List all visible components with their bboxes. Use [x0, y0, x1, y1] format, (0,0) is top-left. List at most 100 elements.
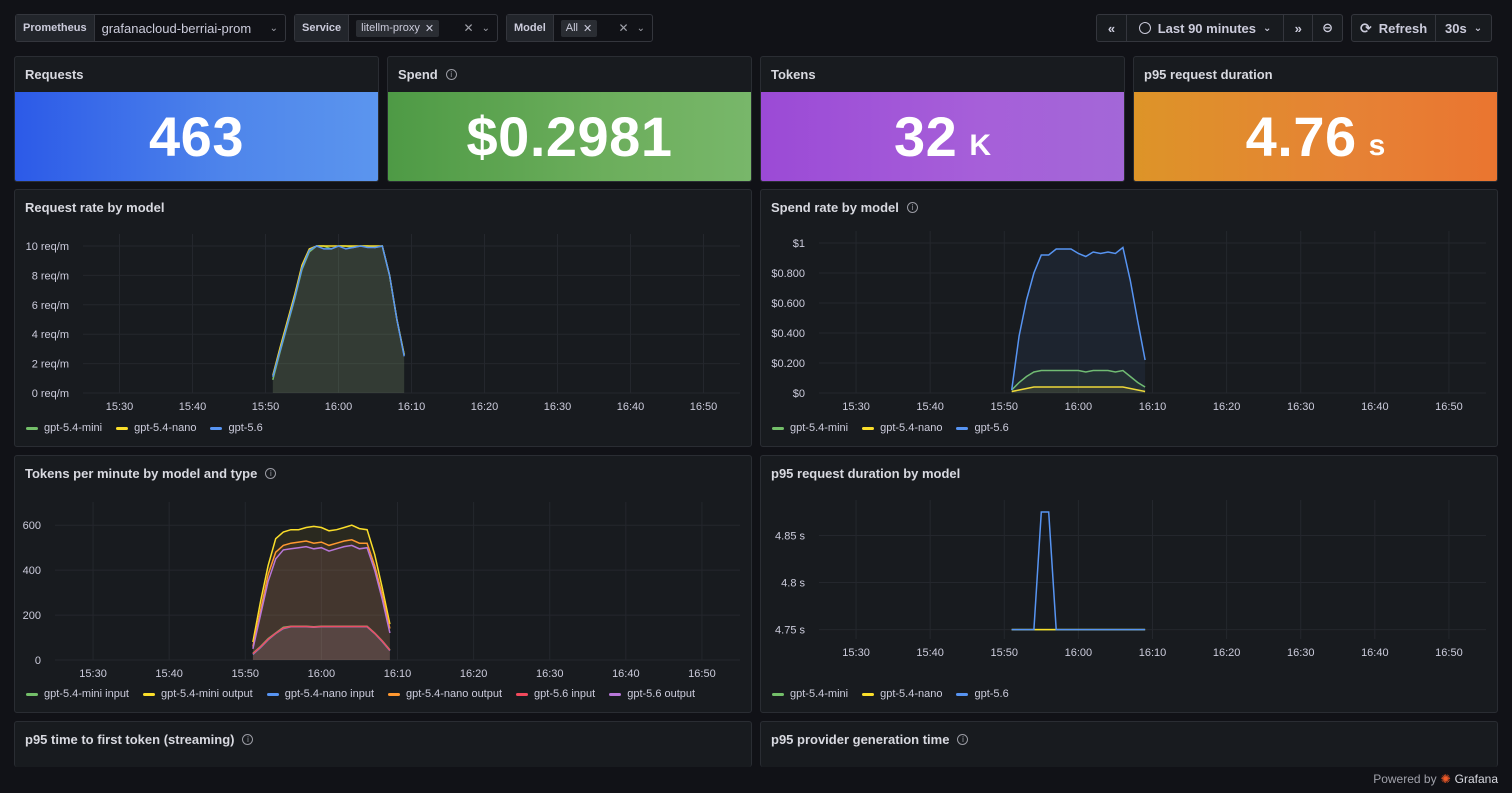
p95-unit: s [1368, 128, 1386, 162]
ttft-panel[interactable]: p95 time to first token (streaming) i [14, 721, 752, 767]
legend-item-gpt-5-4-mini[interactable]: gpt-5.4-mini [772, 688, 848, 700]
service-select[interactable]: litellm-proxy ✕ ✕ ⌄ [349, 15, 497, 41]
p95-duration-chart[interactable]: 4.75 s 4.8 s 4.85 s 15:30 15:40 15:50 16:00 16:… [761, 456, 1498, 713]
requests-stat-panel[interactable]: Requests 463 [14, 56, 379, 182]
legend-item-gpt-5-4-nano-output[interactable]: gpt-5.4-nano output [388, 688, 502, 700]
shift-forward-button[interactable]: » [1284, 15, 1314, 41]
model-chip[interactable]: All ✕ [560, 19, 598, 37]
model-variable[interactable]: Model All ✕ ✕ ⌄ [506, 14, 653, 42]
legend-item-gpt-5-4-nano-input[interactable]: gpt-5.4-nano input [266, 688, 374, 700]
request-rate-chart[interactable]: 0 req/m 2 req/m 4 req/m 6 req/m 8 req/m 10 re… [15, 190, 752, 447]
legend-item-gpt-5-6-input[interactable]: gpt-5.6 input [516, 688, 595, 700]
request-rate-panel[interactable]: Request rate by model 0 req/m 2 req/m 4 re… [14, 189, 752, 447]
service-chip[interactable]: litellm-proxy ✕ [356, 19, 440, 37]
prometheus-select[interactable]: grafanacloud-berriai-prom ⌄ [95, 15, 285, 41]
legend-item-gpt-5-4-nano[interactable]: gpt-5.4-nano [862, 688, 942, 700]
y-tick-label: $0.600 [771, 298, 805, 310]
refresh-interval-picker[interactable]: 30s ⌄ [1436, 15, 1491, 41]
series-line-gpt-5-6-output[interactable] [252, 544, 391, 649]
remove-chip-icon[interactable]: ✕ [424, 22, 435, 35]
service-variable[interactable]: Service litellm-proxy ✕ ✕ ⌄ [294, 14, 498, 42]
y-tick-label: 2 req/m [32, 359, 69, 371]
legend-item-gpt-5-4-nano[interactable]: gpt-5.4-nano [862, 422, 942, 434]
panel-title: Tokens [771, 67, 816, 82]
panel-title: p95 request duration by model [771, 466, 960, 481]
series-area-gpt-5-4-nano-output [252, 539, 390, 660]
clear-icon[interactable]: ✕ [618, 21, 629, 35]
model-select[interactable]: All ✕ ✕ ⌄ [554, 15, 652, 41]
legend-item-gpt-5-4-mini[interactable]: gpt-5.4-mini [772, 422, 848, 434]
legend-item-gpt-5-6[interactable]: gpt-5.6 [956, 688, 1009, 700]
spend-rate-panel[interactable]: Spend rate by model i $0 $0.200 $0.400 $0.60… [760, 189, 1498, 447]
spend-stat-panel[interactable]: Spend i $0.2981 [387, 56, 752, 182]
remove-chip-icon[interactable]: ✕ [583, 22, 593, 35]
provider-gen-panel[interactable]: p95 provider generation time i [760, 721, 1498, 767]
p95-duration-stat-panel[interactable]: p95 request duration 4.76 s [1133, 56, 1498, 182]
legend-item-gpt-5-4-nano[interactable]: gpt-5.4-nano [116, 422, 196, 434]
series-area-gpt-5-4-mini [272, 246, 405, 393]
y-tick-label: 4.8 s [781, 578, 805, 590]
panel-title: Request rate by model [25, 200, 164, 215]
spend-rate-chart[interactable]: $0 $0.200 $0.400 $0.600 $0.800 $1 15:30 15:40 15… [761, 190, 1498, 447]
series-line-gpt-5-4-nano-output[interactable] [252, 539, 391, 647]
x-tick-label: 15:50 [991, 401, 1019, 413]
tokens-unit: K [969, 128, 991, 162]
series-line-gpt-5-6[interactable] [1011, 511, 1146, 631]
series-line-gpt-5-4-mini[interactable] [1011, 369, 1146, 391]
series-line-gpt-5-6[interactable] [1010, 246, 1146, 391]
legend-label: gpt-5.6 input [534, 688, 596, 700]
series-line-gpt-5-4-nano[interactable] [1011, 386, 1146, 393]
panel-title: p95 request duration [1144, 67, 1273, 82]
legend-item-gpt-5-4-mini-input[interactable]: gpt-5.4-mini input [26, 688, 129, 700]
series-area-gpt-5-4-nano [272, 246, 405, 393]
shift-back-button[interactable]: « [1097, 15, 1127, 41]
prometheus-variable[interactable]: Prometheus grafanacloud-berriai-prom ⌄ [15, 14, 286, 42]
time-range-picker[interactable]: Last 90 minutes ⌄ [1127, 15, 1285, 41]
grafana-logo-icon: ✺ [1440, 772, 1451, 786]
series-line-gpt-5-6[interactable] [272, 245, 405, 377]
p95-duration-panel[interactable]: p95 request duration by model 4.75 s 4.8 … [760, 455, 1498, 713]
request-rate-title: Request rate by model [25, 200, 165, 215]
tokens-pm-chart[interactable]: 0 200 400 600 15:30 15:40 15:50 16:00 16:10 16:20… [15, 456, 752, 713]
legend-swatch [116, 426, 129, 430]
series-line-gpt-5-6-input[interactable] [252, 625, 391, 655]
dashboard-toolbar: Prometheus grafanacloud-berriai-prom ⌄ S… [15, 14, 1492, 42]
legend-swatch [862, 426, 875, 430]
x-tick-label: 16:00 [308, 668, 336, 680]
clear-icon[interactable]: ✕ [463, 21, 474, 35]
requests-value: 463 [149, 105, 244, 168]
x-tick-label: 15:30 [842, 401, 870, 413]
x-tick-label: 16:00 [1065, 401, 1093, 413]
info-icon[interactable]: i [957, 734, 969, 745]
series-line-gpt-5-4-mini-output[interactable] [252, 524, 391, 643]
x-tick-label: 15:40 [179, 401, 207, 413]
double-chevron-right-icon: » [1294, 20, 1302, 36]
tokens-title: Tokens [771, 67, 816, 82]
legend-item-gpt-5-6-output[interactable]: gpt-5.6 output [609, 688, 695, 700]
tokens-per-minute-panel[interactable]: Tokens per minute by model and type i 0 20… [14, 455, 752, 713]
y-tick-label: 600 [23, 520, 41, 532]
y-tick-label: $0.200 [771, 358, 805, 370]
tokens-stat-panel[interactable]: Tokens 32 K [760, 56, 1125, 182]
x-tick-label: 15:40 [916, 647, 944, 659]
refresh-button[interactable]: ⟳ Refresh [1352, 15, 1437, 41]
x-tick-label: 16:20 [1213, 401, 1241, 413]
legend-label: gpt-5.6 [974, 422, 1009, 434]
panel-title: Requests [25, 67, 84, 82]
legend-item-gpt-5-4-mini[interactable]: gpt-5.4-mini [26, 422, 102, 434]
zoom-out-button[interactable]: ⊖ [1313, 15, 1342, 41]
info-icon[interactable]: i [906, 202, 918, 213]
info-icon[interactable]: i [242, 734, 254, 745]
info-icon[interactable]: i [265, 468, 277, 479]
legend-item-gpt-5-4-mini-output[interactable]: gpt-5.4-mini output [143, 688, 253, 700]
chevron-down-icon: ⌄ [636, 22, 645, 34]
panel-title: Tokens per minute by model and type i [25, 466, 277, 481]
legend-item-gpt-5-6[interactable]: gpt-5.6 [956, 422, 1009, 434]
x-tick-label: 16:40 [1361, 401, 1389, 413]
info-icon[interactable]: i [445, 69, 457, 80]
legend-label: gpt-5.6 [228, 422, 263, 434]
legend-item-gpt-5-6[interactable]: gpt-5.6 [210, 422, 263, 434]
y-tick-label: $0 [793, 388, 805, 400]
prometheus-value: grafanacloud-berriai-prom [101, 20, 252, 36]
legend-swatch [210, 426, 223, 430]
